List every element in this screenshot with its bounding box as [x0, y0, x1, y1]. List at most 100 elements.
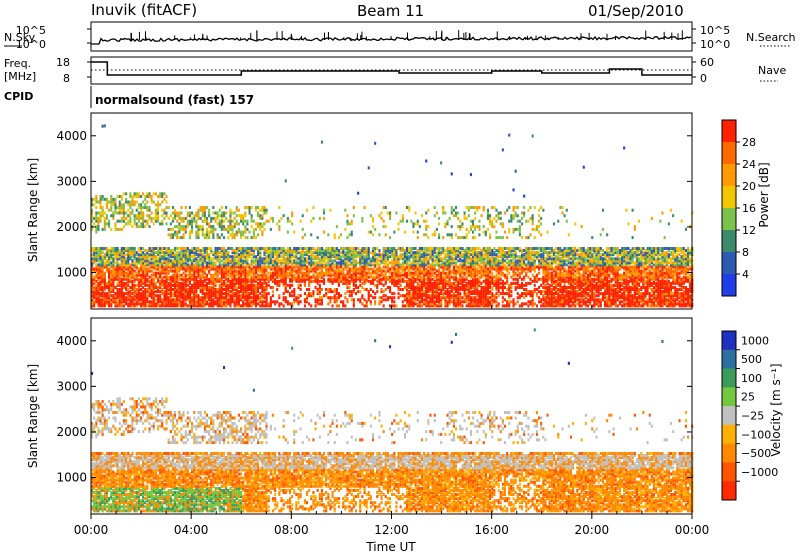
- heatmap-cell: [440, 251, 443, 255]
- heatmap-cell: [114, 265, 117, 269]
- heatmap-cell: [340, 259, 343, 263]
- heatmap-cell: [108, 259, 111, 263]
- heatmap-cell: [448, 216, 451, 220]
- heatmap-cell: [480, 255, 483, 259]
- heatmap-cell: [208, 230, 211, 234]
- heatmap-cell: [452, 298, 455, 302]
- heatmap-cell: [472, 271, 475, 275]
- heatmap-cell: [116, 283, 119, 287]
- heatmap-cell: [269, 275, 272, 279]
- heatmap-cell: [137, 216, 140, 220]
- heatmap-cell: [199, 265, 202, 269]
- heatmap-cell: [174, 269, 177, 273]
- heatmap-cell: [242, 253, 245, 257]
- heatmap-cell: [455, 255, 458, 259]
- heatmap-cell: [122, 251, 125, 255]
- heatmap-cell: [133, 247, 136, 250]
- heatmap-cell: [465, 251, 468, 255]
- heatmap-cell: [263, 259, 266, 263]
- heatmap-cell: [122, 281, 125, 285]
- heatmap-cell: [444, 253, 447, 257]
- heatmap-cell: [163, 261, 166, 265]
- heatmap-cell: [248, 206, 251, 209]
- heatmap-cell: [235, 296, 238, 300]
- heatmap-cell: [427, 257, 430, 261]
- heatmap-cell: [312, 290, 315, 294]
- heatmap-cell: [148, 208, 151, 212]
- heatmap-cell: [191, 296, 194, 300]
- heatmap-cell: [276, 283, 279, 287]
- heatmap-cell: [450, 269, 453, 273]
- heatmap-cell: [97, 257, 100, 261]
- heatmap-cell: [191, 275, 194, 279]
- heatmap-cell: [137, 271, 140, 275]
- heatmap-cell: [216, 269, 219, 273]
- heatmap-cell: [284, 300, 287, 304]
- heatmap-cell: [461, 300, 464, 304]
- heatmap-cell: [237, 275, 240, 279]
- heatmap-cell: [210, 294, 213, 298]
- heatmap-cell: [210, 288, 213, 291]
- heatmap-cell: [108, 281, 111, 285]
- heatmap-cell: [244, 249, 247, 253]
- heatmap-cell: [293, 290, 296, 294]
- heatmap-cell: [233, 279, 236, 283]
- heatmap-cell: [199, 267, 202, 271]
- heatmap-cell: [186, 211, 189, 215]
- heatmap-cell: [125, 302, 128, 306]
- heatmap-cell: [276, 279, 279, 283]
- heatmap-cell: [280, 271, 283, 275]
- heatmap-cell: [423, 261, 426, 265]
- heatmap-cell: [125, 283, 128, 287]
- heatmap-cell: [316, 281, 319, 285]
- heatmap-cell: [233, 281, 236, 285]
- heatmap-cell: [95, 206, 98, 209]
- heatmap-cell: [108, 302, 111, 306]
- heatmap-cell: [474, 259, 477, 263]
- heatmap-cell: [99, 263, 102, 267]
- heatmap-cell: [320, 140, 323, 144]
- heatmap-cell: [316, 300, 319, 304]
- heatmap-cell: [254, 292, 257, 296]
- heatmap-cell: [99, 255, 102, 259]
- heatmap-cell: [448, 259, 451, 263]
- heatmap-cell: [395, 271, 398, 275]
- heatmap-cell: [201, 225, 204, 229]
- heatmap-cell: [131, 203, 134, 207]
- heatmap-cell: [295, 277, 298, 281]
- heatmap-cell: [135, 192, 138, 196]
- heatmap-cell: [216, 271, 219, 275]
- heatmap-cell: [297, 273, 300, 277]
- heatmap-cell: [301, 265, 304, 269]
- heatmap-cell: [235, 230, 238, 234]
- heatmap-cell: [95, 253, 98, 257]
- heatmap-cell: [469, 259, 472, 263]
- heatmap-cell: [180, 265, 183, 269]
- heatmap-cell: [180, 263, 183, 267]
- heatmap-cell: [444, 290, 447, 294]
- heatmap-cell: [118, 279, 121, 283]
- heatmap-cell: [127, 222, 130, 226]
- heatmap-cell: [199, 259, 202, 263]
- heatmap-cell: [367, 298, 370, 302]
- heatmap-cell: [382, 283, 385, 287]
- heatmap-cell: [480, 302, 483, 306]
- heatmap-cell: [446, 247, 449, 250]
- heatmap-cell: [150, 249, 153, 253]
- heatmap-cell: [201, 249, 204, 253]
- heatmap-cell: [105, 261, 108, 265]
- heatmap-cell: [252, 233, 255, 237]
- heatmap-cell: [125, 271, 128, 275]
- heatmap-cell: [312, 216, 315, 220]
- heatmap-cell: [310, 259, 313, 263]
- heatmap-cell: [233, 257, 236, 261]
- heatmap-cell: [312, 261, 315, 265]
- heatmap-cell: [374, 277, 377, 281]
- heatmap-cell: [91, 300, 94, 304]
- heatmap-cell: [195, 219, 198, 223]
- heatmap-cell: [186, 279, 189, 283]
- heatmap-cell: [423, 233, 426, 237]
- heatmap-cell: [193, 286, 196, 289]
- heatmap-cell: [174, 225, 177, 229]
- heatmap-cell: [210, 281, 213, 285]
